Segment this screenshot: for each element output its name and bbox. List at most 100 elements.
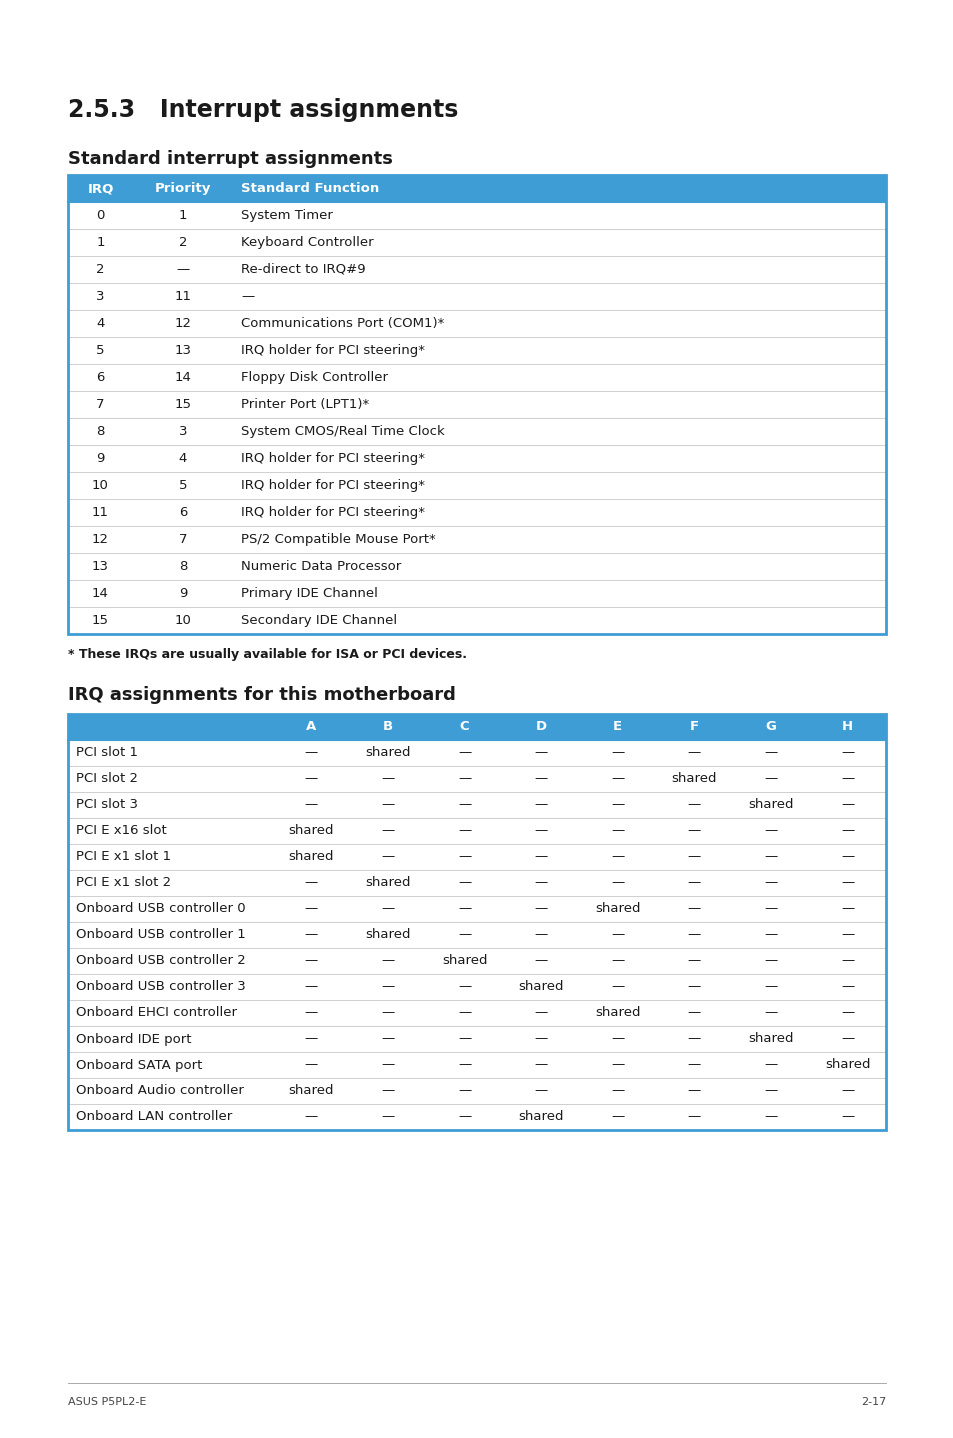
Bar bbox=[68, 896, 885, 922]
Text: 11: 11 bbox=[91, 506, 109, 519]
Bar bbox=[68, 336, 885, 364]
Text: shared: shared bbox=[517, 981, 563, 994]
Text: —: — bbox=[381, 798, 395, 811]
Text: 14: 14 bbox=[174, 371, 192, 384]
Text: —: — bbox=[381, 850, 395, 863]
Text: —: — bbox=[241, 290, 254, 303]
Text: —: — bbox=[534, 772, 547, 785]
Text: —: — bbox=[457, 1058, 471, 1071]
Text: —: — bbox=[841, 746, 854, 759]
Text: —: — bbox=[611, 1084, 624, 1097]
Text: 4: 4 bbox=[178, 452, 187, 464]
Text: Standard Function: Standard Function bbox=[241, 183, 379, 196]
Text: —: — bbox=[763, 1110, 777, 1123]
Bar bbox=[68, 229, 885, 256]
Text: —: — bbox=[381, 1084, 395, 1097]
Text: PCI slot 2: PCI slot 2 bbox=[76, 772, 138, 785]
Text: 1: 1 bbox=[178, 209, 187, 221]
Text: System CMOS/Real Time Clock: System CMOS/Real Time Clock bbox=[241, 426, 444, 439]
Text: —: — bbox=[611, 824, 624, 837]
Text: shared: shared bbox=[747, 798, 793, 811]
Bar bbox=[68, 844, 885, 870]
Text: shared: shared bbox=[595, 903, 639, 916]
Text: 9: 9 bbox=[96, 452, 105, 464]
Text: Onboard USB controller 3: Onboard USB controller 3 bbox=[76, 981, 246, 994]
Bar bbox=[68, 818, 885, 844]
Text: —: — bbox=[457, 824, 471, 837]
Text: 2: 2 bbox=[178, 236, 187, 249]
Text: —: — bbox=[457, 1032, 471, 1045]
Text: —: — bbox=[304, 1110, 317, 1123]
Text: —: — bbox=[687, 1058, 700, 1071]
Text: 2-17: 2-17 bbox=[860, 1396, 885, 1406]
Text: —: — bbox=[457, 772, 471, 785]
Text: —: — bbox=[304, 746, 317, 759]
Text: Priority: Priority bbox=[154, 183, 211, 196]
Text: shared: shared bbox=[288, 1084, 334, 1097]
Text: Onboard USB controller 0: Onboard USB controller 0 bbox=[76, 903, 245, 916]
Text: PCI slot 1: PCI slot 1 bbox=[76, 746, 138, 759]
Bar bbox=[68, 418, 885, 444]
Text: D: D bbox=[535, 720, 546, 733]
Text: —: — bbox=[611, 772, 624, 785]
Text: Secondary IDE Channel: Secondary IDE Channel bbox=[241, 614, 396, 627]
Text: —: — bbox=[304, 1007, 317, 1020]
Text: —: — bbox=[381, 955, 395, 968]
Text: —: — bbox=[534, 877, 547, 890]
Text: shared: shared bbox=[288, 824, 334, 837]
Text: E: E bbox=[613, 720, 621, 733]
Text: —: — bbox=[841, 824, 854, 837]
Text: 10: 10 bbox=[174, 614, 192, 627]
Text: Onboard USB controller 1: Onboard USB controller 1 bbox=[76, 929, 246, 942]
Text: —: — bbox=[381, 981, 395, 994]
Bar bbox=[68, 391, 885, 418]
Bar bbox=[68, 554, 885, 580]
Text: 1: 1 bbox=[96, 236, 105, 249]
Text: —: — bbox=[457, 929, 471, 942]
Text: 5: 5 bbox=[96, 344, 105, 357]
Text: —: — bbox=[763, 1058, 777, 1071]
Text: 5: 5 bbox=[178, 479, 187, 492]
Bar bbox=[68, 948, 885, 974]
Text: shared: shared bbox=[671, 772, 717, 785]
Text: IRQ holder for PCI steering*: IRQ holder for PCI steering* bbox=[241, 506, 424, 519]
Text: —: — bbox=[534, 1058, 547, 1071]
Bar bbox=[68, 741, 885, 766]
Bar bbox=[68, 175, 885, 634]
Text: —: — bbox=[841, 850, 854, 863]
Text: —: — bbox=[611, 850, 624, 863]
Bar bbox=[68, 283, 885, 311]
Text: —: — bbox=[534, 850, 547, 863]
Text: Onboard LAN controller: Onboard LAN controller bbox=[76, 1110, 232, 1123]
Text: —: — bbox=[687, 877, 700, 890]
Text: —: — bbox=[534, 955, 547, 968]
Bar bbox=[68, 499, 885, 526]
Text: Onboard Audio controller: Onboard Audio controller bbox=[76, 1084, 244, 1097]
Text: —: — bbox=[841, 981, 854, 994]
Text: —: — bbox=[381, 1007, 395, 1020]
Text: —: — bbox=[687, 746, 700, 759]
Text: —: — bbox=[687, 1032, 700, 1045]
Text: —: — bbox=[841, 1032, 854, 1045]
Text: —: — bbox=[763, 850, 777, 863]
Text: —: — bbox=[763, 772, 777, 785]
Text: —: — bbox=[534, 1084, 547, 1097]
Text: IRQ: IRQ bbox=[88, 183, 113, 196]
Bar bbox=[68, 526, 885, 554]
Text: —: — bbox=[687, 981, 700, 994]
Text: C: C bbox=[459, 720, 469, 733]
Text: —: — bbox=[841, 955, 854, 968]
Text: shared: shared bbox=[365, 877, 410, 890]
Text: Numeric Data Processor: Numeric Data Processor bbox=[241, 559, 401, 572]
Text: —: — bbox=[304, 981, 317, 994]
Text: 2: 2 bbox=[96, 263, 105, 276]
Text: —: — bbox=[381, 1110, 395, 1123]
Text: —: — bbox=[457, 981, 471, 994]
Text: 11: 11 bbox=[174, 290, 192, 303]
Bar bbox=[68, 364, 885, 391]
Text: shared: shared bbox=[747, 1032, 793, 1045]
Text: Onboard USB controller 2: Onboard USB controller 2 bbox=[76, 955, 246, 968]
Text: Onboard SATA port: Onboard SATA port bbox=[76, 1058, 202, 1071]
Text: —: — bbox=[611, 746, 624, 759]
Text: shared: shared bbox=[441, 955, 487, 968]
